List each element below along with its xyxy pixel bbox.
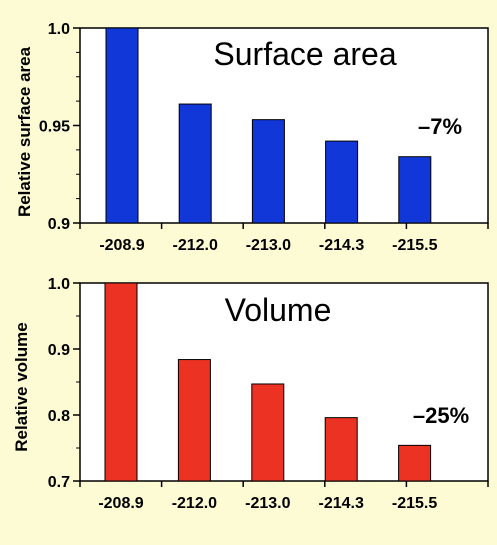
surface-area-y-axis-label: Relative surface area (15, 46, 34, 217)
surface-area-x-tick-label: -214.3 (319, 237, 364, 254)
volume-bar-3 (251, 383, 285, 482)
surface-area-y-tick-label: 0.9 (48, 216, 70, 233)
volume-bars (104, 282, 432, 482)
surface-area-x-ticks: -208.9 -212.0 -213.0 -214.3 -215.5 (79, 223, 489, 254)
volume-x-tick-label: -215.5 (392, 495, 437, 512)
surface-area-bar-2 (178, 103, 212, 224)
surface-area-title: Surface area (213, 36, 396, 72)
surface-area-bar-4 (325, 140, 359, 224)
volume-annotation: –25% (413, 403, 469, 428)
volume-chart: 0.7 0.8 0.9 1.0 -208.9 -212.0 -213.0 -214.3 -21… (12, 276, 489, 512)
volume-y-tick-label: 0.8 (48, 408, 70, 425)
volume-x-tick-label: -212.0 (172, 495, 217, 512)
volume-y-axis-label: Relative volume (12, 322, 31, 451)
surface-area-x-tick-label: -208.9 (99, 237, 144, 254)
volume-y-tick-label: 1.0 (48, 276, 70, 293)
volume-bar-2 (177, 359, 211, 482)
volume-x-tick-label: -208.9 (98, 495, 143, 512)
surface-area-x-tick-label: -213.0 (246, 237, 291, 254)
surface-area-x-tick-label: -215.5 (392, 237, 437, 254)
volume-x-tick-label: -213.0 (245, 495, 290, 512)
surface-area-y-tick-label: 0.95 (39, 119, 70, 136)
surface-area-y-ticks: 0.9 0.95 1.0 (39, 21, 80, 233)
volume-y-tick-label: 0.7 (48, 474, 70, 491)
surface-area-annotation: –7% (418, 114, 462, 139)
volume-bar-1 (104, 282, 138, 482)
volume-bar-4 (324, 417, 358, 482)
volume-y-ticks: 0.7 0.8 0.9 1.0 (48, 276, 80, 491)
surface-area-x-tick-label: -212.0 (173, 237, 218, 254)
volume-bar-5 (398, 444, 432, 482)
surface-area-bar-5 (398, 156, 432, 224)
volume-title: Volume (225, 292, 332, 328)
surface-area-y-tick-label: 1.0 (48, 21, 70, 38)
volume-x-ticks: -208.9 -212.0 -213.0 -214.3 -215.5 (79, 481, 489, 512)
volume-x-tick-label: -214.3 (319, 495, 364, 512)
surface-area-chart: 0.9 0.95 1.0 -208.9 -212.0 -213.0 -214.3 -215.… (15, 21, 489, 254)
surface-area-bar-1 (105, 27, 139, 224)
surface-area-bars (105, 27, 432, 224)
volume-y-tick-label: 0.9 (48, 342, 70, 359)
surface-area-bar-3 (251, 119, 285, 224)
